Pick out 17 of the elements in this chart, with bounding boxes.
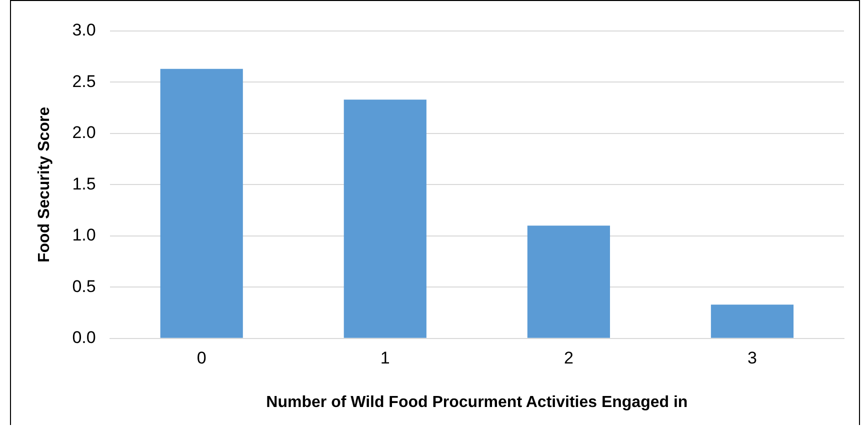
x-tick-label: 3 bbox=[747, 348, 757, 368]
y-tick-label: 1.5 bbox=[72, 174, 96, 194]
x-axis-title: Number of Wild Food Procurment Activities Engaged in bbox=[266, 394, 688, 411]
y-axis-title: Food Security Score bbox=[36, 106, 54, 262]
bar bbox=[344, 100, 426, 338]
bar bbox=[160, 68, 243, 338]
y-tick-label: 1.0 bbox=[72, 226, 96, 245]
x-tick-label: 0 bbox=[196, 348, 206, 368]
y-tick-label: 3.0 bbox=[72, 20, 96, 40]
bar bbox=[710, 304, 794, 338]
y-tick-label: 0.0 bbox=[72, 328, 96, 348]
x-tick-label: 1 bbox=[380, 348, 390, 368]
y-tick-label: 0.5 bbox=[72, 276, 96, 296]
bar bbox=[527, 226, 610, 338]
x-tick-label: 2 bbox=[564, 348, 574, 368]
y-tick-label: 2.0 bbox=[72, 123, 96, 142]
y-tick-label: 2.5 bbox=[72, 72, 96, 91]
